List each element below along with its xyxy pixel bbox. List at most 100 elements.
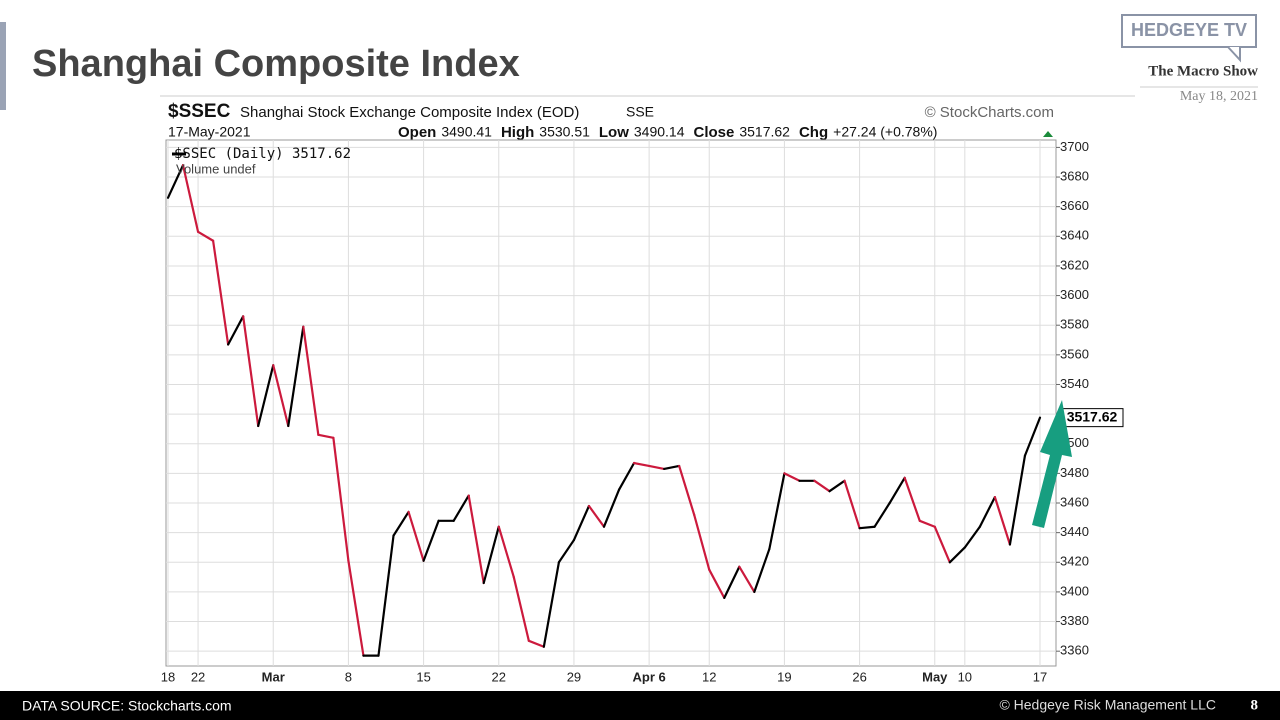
price-segment: [978, 495, 996, 528]
price-segment: [392, 510, 410, 537]
price-segment: [1008, 454, 1027, 546]
price-segment: [452, 494, 470, 522]
price-segment: [196, 230, 215, 242]
stat-value: 3490.41: [441, 124, 492, 140]
price-segment: [678, 464, 696, 516]
price-segment: [663, 464, 681, 471]
exchange: SSE: [626, 104, 654, 120]
price-segment: [227, 315, 245, 346]
stat-label: Low: [599, 124, 629, 141]
price-segment: [602, 488, 621, 528]
price-segment: [317, 433, 335, 439]
last-value-label: 3517.62: [1067, 408, 1118, 424]
price-segment: [257, 364, 275, 428]
credit: © StockCharts.com: [925, 104, 1054, 121]
x-tick-label: Apr 6: [632, 669, 665, 684]
price-segment: [858, 525, 876, 530]
price-segment: [482, 525, 500, 585]
price-segment: [242, 315, 260, 428]
price-segment: [783, 472, 801, 482]
price-segment: [993, 495, 1012, 546]
x-tick-label: 12: [702, 669, 716, 684]
stat-label: Close: [694, 124, 735, 141]
y-tick-label: 3640: [1060, 228, 1089, 243]
show-name: The Macro Show: [1148, 63, 1258, 79]
price-segment: [903, 476, 921, 522]
slide-title: Shanghai Composite Index: [32, 43, 520, 85]
price-segment: [557, 538, 576, 564]
y-tick-label: 3460: [1060, 494, 1089, 509]
price-segment: [738, 565, 756, 594]
stat-value: 3530.51: [539, 124, 590, 140]
y-tick-label: 3580: [1060, 317, 1089, 332]
price-segment: [512, 575, 530, 642]
price-segment: [753, 547, 771, 594]
price-segment: [828, 479, 846, 493]
price-segment: [723, 565, 741, 599]
x-tick-label: 22: [492, 669, 506, 684]
price-segment: [888, 476, 906, 505]
price-segment: [166, 164, 185, 199]
price-segment: [497, 525, 515, 579]
logo-tail: [1227, 46, 1241, 63]
y-tick-label: 3360: [1060, 643, 1089, 658]
copyright: © Hedgeye Risk Management LLC: [999, 697, 1216, 713]
stat-label: Open: [398, 124, 436, 141]
price-segment: [572, 504, 591, 542]
y-tick-label: 3680: [1060, 168, 1089, 183]
x-tick-label: 18: [161, 669, 175, 684]
y-tick-label: 3700: [1060, 139, 1089, 154]
y-tick-label: 3440: [1060, 524, 1089, 539]
accent-bar: [0, 22, 6, 110]
price-segment: [708, 568, 726, 599]
price-segment: [407, 510, 425, 562]
page-number: 8: [1251, 697, 1259, 713]
x-tick-label: Mar: [262, 669, 285, 684]
stat-value: 3517.62: [739, 124, 790, 140]
y-tick-label: 3540: [1060, 376, 1089, 391]
price-segment: [648, 464, 666, 471]
y-tick-label: 3560: [1060, 346, 1089, 361]
x-tick-label: 26: [852, 669, 866, 684]
source: DATA SOURCE: Stockcharts.com: [22, 698, 232, 714]
price-segment: [422, 519, 440, 562]
price-segment: [948, 546, 966, 564]
price-segment: [813, 479, 831, 493]
y-tick-label: 3380: [1060, 613, 1089, 628]
price-segment: [963, 525, 981, 549]
x-tick-label: 8: [345, 669, 352, 684]
stat-value: 3490.14: [634, 124, 685, 140]
price-segment: [1023, 416, 1042, 457]
stat-value: +27.24 (+0.78%): [833, 124, 937, 140]
y-tick-label: 3400: [1060, 583, 1089, 598]
price-segment: [377, 534, 395, 657]
price-segment: [212, 239, 230, 346]
price-segment: [768, 472, 786, 551]
y-tick-label: 3620: [1060, 257, 1089, 272]
chart-name: Shanghai Stock Exchange Composite Index …: [240, 104, 579, 121]
stat-label: High: [501, 124, 534, 141]
up-triangle: [1043, 131, 1053, 137]
footer: [0, 691, 1280, 720]
price-segment: [527, 639, 545, 648]
stat-label: Chg: [799, 124, 828, 141]
x-tick-label: 22: [191, 669, 205, 684]
price-segment: [933, 525, 951, 564]
as-of: 17-May-2021: [168, 124, 251, 140]
price-segment: [617, 461, 636, 491]
y-tick-label: 3420: [1060, 554, 1089, 569]
x-tick-label: May: [922, 669, 948, 684]
price-segment: [873, 501, 891, 528]
price-segment: [181, 164, 200, 233]
symbol: $SSEC: [168, 101, 231, 122]
legend-entry: $SSEC (Daily) 3517.62: [174, 146, 351, 162]
price-segment: [542, 561, 560, 648]
price-segment: [843, 479, 861, 530]
price-segment: [302, 325, 320, 436]
price-segment: [467, 494, 485, 585]
plot-area: [165, 139, 1057, 667]
price-segment: [918, 519, 936, 528]
price-segment: [287, 325, 305, 428]
x-tick-label: 17: [1033, 669, 1047, 684]
y-tick-label: 3600: [1060, 287, 1089, 302]
